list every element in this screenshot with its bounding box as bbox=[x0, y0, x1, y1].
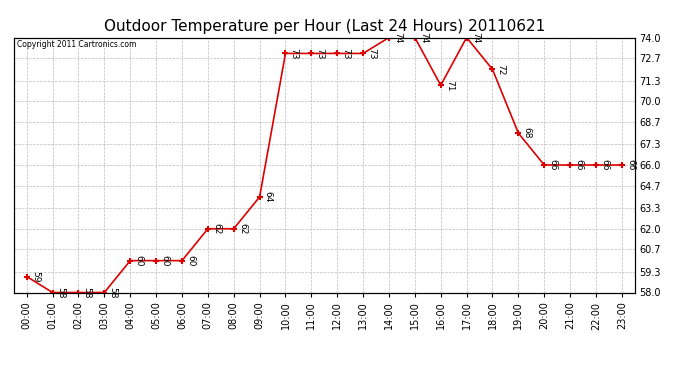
Text: 66: 66 bbox=[574, 159, 583, 171]
Text: 66: 66 bbox=[600, 159, 609, 171]
Text: 73: 73 bbox=[315, 48, 324, 59]
Text: 66: 66 bbox=[549, 159, 558, 171]
Text: 62: 62 bbox=[212, 223, 221, 234]
Text: 73: 73 bbox=[367, 48, 376, 59]
Text: 73: 73 bbox=[290, 48, 299, 59]
Title: Outdoor Temperature per Hour (Last 24 Hours) 20110621: Outdoor Temperature per Hour (Last 24 Ho… bbox=[104, 18, 545, 33]
Text: 58: 58 bbox=[57, 287, 66, 298]
Text: 72: 72 bbox=[497, 64, 506, 75]
Text: 74: 74 bbox=[471, 32, 480, 43]
Text: 66: 66 bbox=[626, 159, 635, 171]
Text: 71: 71 bbox=[445, 80, 454, 91]
Text: 73: 73 bbox=[342, 48, 351, 59]
Text: 68: 68 bbox=[522, 128, 531, 139]
Text: 64: 64 bbox=[264, 191, 273, 202]
Text: 58: 58 bbox=[83, 287, 92, 298]
Text: 60: 60 bbox=[135, 255, 144, 266]
Text: 59: 59 bbox=[31, 271, 40, 282]
Text: 60: 60 bbox=[160, 255, 169, 266]
Text: 58: 58 bbox=[108, 287, 117, 298]
Text: 74: 74 bbox=[393, 32, 402, 43]
Text: 60: 60 bbox=[186, 255, 195, 266]
Text: 74: 74 bbox=[419, 32, 428, 43]
Text: 62: 62 bbox=[238, 223, 247, 234]
Text: Copyright 2011 Cartronics.com: Copyright 2011 Cartronics.com bbox=[17, 40, 137, 49]
